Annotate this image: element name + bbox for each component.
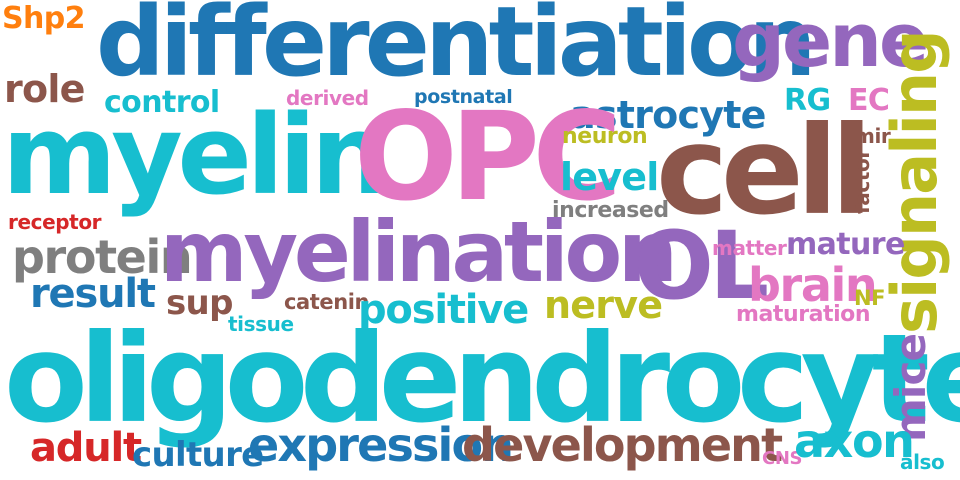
word-level: level (560, 155, 659, 199)
word-myelin: myelin (2, 91, 389, 219)
word-myelination: myelination (160, 203, 678, 301)
word-oligodendrocyte: oligodendrocyte (4, 308, 960, 450)
word-mature: mature (786, 227, 905, 262)
word-catenin: catenin (284, 290, 370, 314)
word-neuron: neuron (562, 124, 648, 149)
word-maturation: maturation (736, 302, 871, 327)
word-gene: gene (732, 0, 929, 84)
word-control: control (104, 85, 220, 120)
word-increased: increased (552, 198, 669, 223)
word-sup: sup (166, 283, 233, 323)
word-differentiation: differentiation (96, 0, 817, 98)
word-nf: NF (854, 286, 886, 310)
word-shp2: Shp2 (2, 1, 86, 36)
word-development: development (462, 418, 783, 472)
word-opc: OPC (354, 86, 622, 228)
word-cns: CNS (762, 448, 803, 469)
word-also: also (900, 450, 945, 474)
word-receptor: receptor (8, 210, 102, 234)
word-matter: matter (712, 236, 787, 260)
word-factor: factor (850, 149, 874, 214)
word-derived: derived (286, 86, 369, 110)
word-expression: expression (248, 418, 514, 472)
word-role: role (4, 67, 85, 111)
word-axon: axon (794, 414, 915, 468)
word-signaling: signaling (878, 31, 951, 334)
word-culture: culture (132, 435, 264, 475)
word-postnatal: postnatal (414, 86, 513, 108)
word-result: result (30, 271, 156, 317)
word-adult: adult (30, 425, 142, 471)
word-ol: OL (634, 212, 769, 321)
word-rg: RG (784, 83, 831, 118)
word-cell: cell (656, 100, 873, 242)
word-protein: protein (12, 230, 193, 284)
word-nerve: nerve (544, 283, 663, 327)
word-positive: positive (358, 287, 529, 333)
word-brain: brain (748, 258, 878, 312)
word-mir: mir (854, 124, 891, 148)
word-ec: EC (848, 83, 890, 118)
word-astrocyte: astrocyte (570, 93, 766, 137)
word-tissue: tissue (228, 312, 294, 336)
